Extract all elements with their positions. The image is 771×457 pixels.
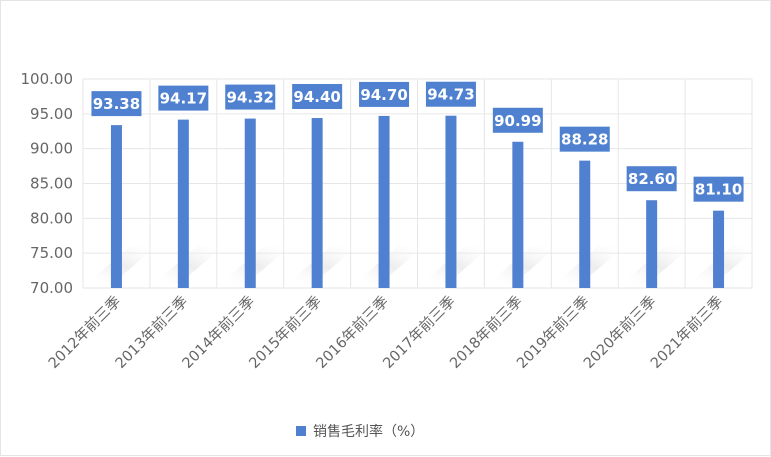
- data-label-box: [91, 91, 142, 117]
- y-tick-label: 75.00: [30, 244, 73, 262]
- bar: [445, 115, 457, 289]
- data-label-box: [292, 84, 343, 110]
- bar: [579, 160, 591, 288]
- bar: [110, 125, 122, 289]
- data-label-box: [559, 126, 610, 152]
- data-label: 81.10: [695, 181, 742, 199]
- bar: [378, 115, 390, 288]
- y-tick-label: 70.00: [30, 279, 73, 297]
- legend-swatch: [296, 426, 306, 436]
- data-label: 94.40: [293, 88, 340, 106]
- data-labels: 93.38 94.17 94.32 94.40 94.70 94.73 90.99 88.28…: [91, 81, 744, 202]
- bar: [713, 210, 725, 288]
- data-label-box: [158, 85, 209, 111]
- data-label: 94.32: [227, 89, 274, 107]
- y-tick-label: 95.00: [30, 105, 73, 123]
- data-label: 90.99: [494, 112, 541, 130]
- x-axis-ticks: 2012年前三季2013年前三季2014年前三季2015年前三季2016年前三季…: [45, 293, 726, 372]
- y-tick-label: 100.00: [21, 70, 74, 88]
- legend: 销售毛利率（%）: [296, 423, 424, 440]
- data-label-box: [225, 84, 276, 110]
- y-tick-label: 85.00: [30, 175, 73, 193]
- bar: [311, 118, 323, 288]
- data-label: 88.28: [561, 131, 608, 149]
- data-label: 93.38: [93, 95, 140, 113]
- data-label-box: [359, 81, 410, 107]
- data-label: 94.17: [160, 90, 207, 108]
- bar: [244, 118, 256, 288]
- data-label-box: [693, 176, 744, 202]
- data-label: 94.73: [427, 86, 474, 104]
- data-label-box: [492, 107, 543, 133]
- bar: [646, 200, 658, 288]
- y-tick-label: 80.00: [30, 209, 73, 227]
- data-label: 82.60: [628, 170, 675, 188]
- bar: [177, 119, 189, 289]
- bar: [512, 141, 524, 288]
- grid-lines: [82, 78, 753, 289]
- data-label: 94.70: [360, 86, 407, 104]
- data-label-box: [425, 81, 476, 107]
- legend-label: 销售毛利率（%）: [313, 423, 424, 440]
- bars: [110, 115, 725, 289]
- data-label-box: [626, 166, 677, 192]
- y-tick-label: 90.00: [30, 140, 73, 158]
- y-axis-ticks: 70.00 75.00 80.00 85.00 90.00 95.00 100.00: [21, 70, 74, 297]
